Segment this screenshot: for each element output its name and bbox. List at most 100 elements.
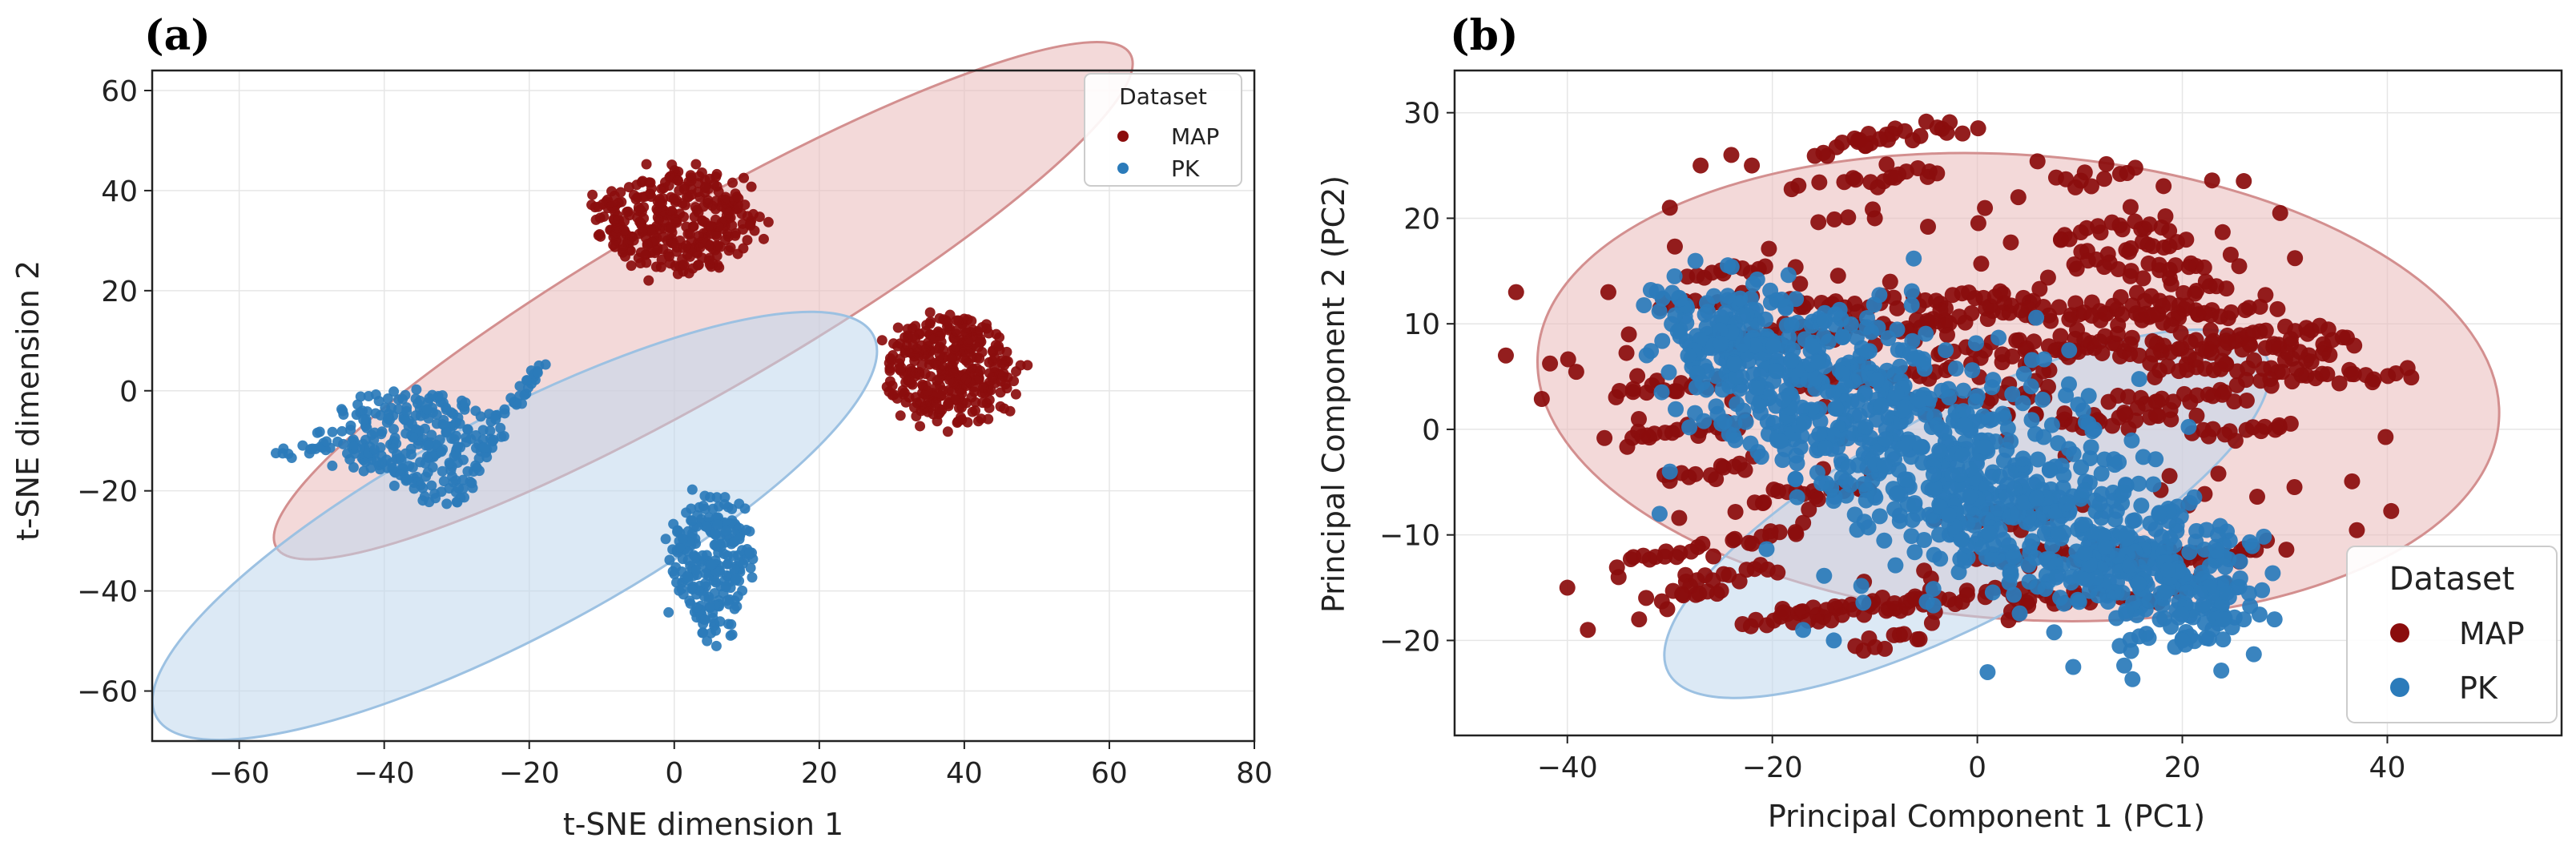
point-pk bbox=[401, 473, 413, 485]
point-pk bbox=[345, 425, 356, 436]
point-map bbox=[884, 376, 896, 387]
point-map bbox=[727, 177, 739, 188]
point-map bbox=[943, 398, 954, 409]
point-pk bbox=[1789, 455, 1805, 472]
point-pk bbox=[2163, 618, 2180, 635]
point-pk bbox=[1876, 457, 1893, 473]
point-pk bbox=[1732, 290, 1749, 307]
point-pk bbox=[1985, 464, 2002, 481]
point-map bbox=[1963, 304, 1980, 321]
point-pk bbox=[1906, 544, 1923, 561]
point-pk bbox=[514, 381, 525, 392]
point-pk bbox=[2156, 584, 2173, 601]
point-map bbox=[700, 181, 711, 192]
point-map bbox=[719, 194, 731, 205]
point-map bbox=[942, 317, 953, 328]
point-map bbox=[972, 416, 984, 427]
point-pk bbox=[1819, 383, 1836, 400]
point-pk bbox=[2186, 489, 2203, 506]
panel-a-y-axis-title: t-SNE dimension 2 bbox=[10, 260, 46, 541]
point-pk bbox=[2188, 522, 2205, 539]
point-map bbox=[1001, 346, 1012, 357]
point-pk bbox=[1916, 532, 1933, 549]
point-map bbox=[994, 332, 1005, 343]
point-pk bbox=[2080, 388, 2097, 405]
point-pk bbox=[1933, 421, 1950, 438]
point-pk bbox=[377, 457, 388, 469]
point-pk bbox=[369, 427, 380, 438]
point-pk bbox=[1777, 298, 1794, 315]
point-pk bbox=[1917, 406, 1934, 423]
point-pk bbox=[1762, 294, 1779, 311]
point-map bbox=[608, 240, 619, 251]
point-map bbox=[997, 371, 1008, 382]
point-map bbox=[1010, 389, 1021, 400]
point-map bbox=[904, 374, 915, 385]
point-map bbox=[2196, 259, 2212, 276]
point-pk bbox=[540, 359, 551, 370]
point-pk bbox=[1721, 425, 1737, 442]
point-pk bbox=[2264, 565, 2281, 582]
point-map bbox=[685, 170, 696, 181]
point-pk bbox=[2028, 309, 2045, 326]
point-map bbox=[641, 257, 652, 268]
point-map bbox=[975, 365, 986, 377]
point-pk bbox=[701, 522, 712, 533]
point-map bbox=[884, 352, 896, 364]
point-pk bbox=[1825, 632, 1842, 649]
point-pk bbox=[314, 426, 325, 437]
point-pk bbox=[2147, 451, 2164, 468]
point-map bbox=[953, 402, 964, 413]
point-pk bbox=[664, 554, 675, 566]
point-pk bbox=[1990, 329, 2007, 346]
point-map bbox=[2403, 369, 2420, 386]
point-pk bbox=[499, 404, 510, 415]
point-map bbox=[2039, 378, 2056, 395]
point-map bbox=[2178, 232, 2195, 248]
point-pk bbox=[660, 534, 671, 545]
point-pk bbox=[1934, 382, 1950, 399]
point-map bbox=[611, 223, 622, 234]
point-pk bbox=[747, 572, 758, 583]
point-map bbox=[999, 403, 1010, 414]
y-tick-label: 40 bbox=[101, 175, 138, 208]
point-pk bbox=[2006, 586, 2023, 603]
point-map bbox=[2345, 366, 2362, 383]
point-pk bbox=[1899, 471, 1916, 488]
point-map bbox=[910, 320, 921, 332]
point-map bbox=[2021, 592, 2038, 609]
point-map bbox=[2257, 287, 2274, 304]
point-pk bbox=[1954, 447, 1971, 464]
point-map bbox=[2228, 377, 2245, 393]
point-pk bbox=[2180, 418, 2197, 435]
point-map bbox=[2283, 336, 2300, 352]
point-pk bbox=[2141, 592, 2158, 609]
point-pk bbox=[2027, 550, 2044, 566]
point-pk bbox=[2256, 528, 2272, 545]
point-map bbox=[1687, 465, 1704, 482]
point-map bbox=[1958, 582, 1975, 599]
point-pk bbox=[332, 436, 343, 447]
panel-a-legend-box bbox=[1084, 73, 1242, 187]
point-pk bbox=[2093, 465, 2110, 482]
point-pk bbox=[1643, 343, 1660, 360]
point-pk bbox=[460, 397, 471, 409]
point-map bbox=[2346, 337, 2363, 354]
point-pk bbox=[438, 476, 449, 487]
point-map bbox=[2114, 306, 2131, 323]
point-map bbox=[2319, 366, 2336, 383]
point-map bbox=[984, 402, 995, 413]
point-map bbox=[972, 352, 983, 363]
point-pk bbox=[2055, 595, 2072, 612]
point-pk bbox=[1918, 325, 1934, 342]
point-pk bbox=[1712, 322, 1729, 339]
point-map bbox=[887, 389, 898, 401]
x-tick-label: −60 bbox=[209, 757, 270, 790]
point-map bbox=[2123, 329, 2140, 346]
point-pk bbox=[1837, 377, 1854, 394]
point-pk bbox=[1855, 594, 1872, 611]
y-tick-label: 0 bbox=[1422, 414, 1440, 447]
point-map bbox=[2331, 375, 2348, 392]
point-pk bbox=[2179, 584, 2196, 601]
point-pk bbox=[1723, 259, 1740, 276]
